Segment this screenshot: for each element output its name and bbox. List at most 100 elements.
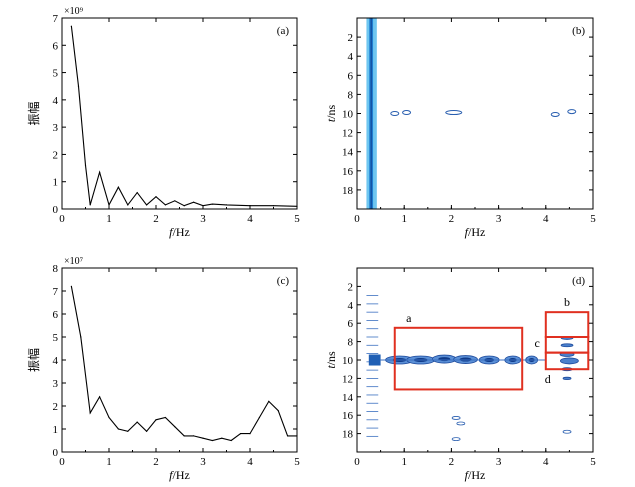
data-point xyxy=(249,433,251,435)
amplitude-line xyxy=(70,26,298,207)
data-point xyxy=(183,205,185,207)
x-tick-label: 2 xyxy=(449,213,455,225)
annotation-box-d xyxy=(544,351,590,371)
panel-label: (c) xyxy=(277,275,290,287)
y-tick-label: 4 xyxy=(348,300,354,312)
y-tick-label: 6 xyxy=(348,318,354,330)
x-tick-label: 4 xyxy=(543,456,549,468)
x-tick-label: 3 xyxy=(496,456,502,468)
y-axis-label-var: t xyxy=(324,118,338,122)
y-tick-label: 10 xyxy=(342,355,354,367)
y-tick-label: 10 xyxy=(342,109,354,121)
x-axis-label-var: f xyxy=(465,225,470,239)
x-tick-label: 1 xyxy=(106,213,112,225)
data-point xyxy=(296,435,298,437)
y-tick-label: 1 xyxy=(53,177,59,189)
x-tick-label: 2 xyxy=(153,456,159,468)
x-tick-label: 5 xyxy=(590,213,596,225)
plot-frame xyxy=(356,17,594,210)
data-point xyxy=(70,25,72,27)
data-point xyxy=(174,426,176,428)
y-tick-label: 3 xyxy=(53,378,59,390)
x-axis-label: f/Hz xyxy=(169,468,190,482)
y-tick-label: 6 xyxy=(53,40,59,52)
annotation-label-b: b xyxy=(564,295,570,309)
y-axis-label: 振幅 xyxy=(26,348,41,372)
contour-blob xyxy=(562,376,572,380)
data-point xyxy=(230,439,232,442)
x-axis-label: f/Hz xyxy=(465,225,486,239)
contour-blob xyxy=(560,343,574,348)
x-tick-label: 4 xyxy=(247,456,253,468)
data-point xyxy=(80,336,82,338)
y-tick-label: 8 xyxy=(348,337,354,349)
x-axis-label-unit: /Hz xyxy=(468,225,485,239)
x-tick-label: 3 xyxy=(496,213,502,225)
data-point xyxy=(155,196,157,198)
contour-blob xyxy=(368,354,381,366)
axis-exponent: ×10⁷ xyxy=(64,256,84,267)
y-tick-label: 16 xyxy=(342,410,354,422)
spectrogram xyxy=(366,18,577,209)
x-axis-label: f/Hz xyxy=(465,468,486,482)
data-point xyxy=(193,435,195,437)
y-tick-label: 1 xyxy=(53,424,59,436)
x-tick-label: 1 xyxy=(401,213,407,225)
y-axis-label: t/ns xyxy=(324,105,338,123)
x-axis-label-var: f xyxy=(169,468,174,482)
data-point xyxy=(117,186,119,188)
y-tick-label: 2 xyxy=(348,32,354,44)
low-freq-band-peak xyxy=(370,18,372,209)
data-point xyxy=(164,416,166,419)
y-tick-label: 18 xyxy=(342,429,354,441)
y-tick-label: 0 xyxy=(53,204,59,216)
y-tick-label: 5 xyxy=(53,68,59,80)
data-point xyxy=(136,421,138,423)
x-axis-label: f/Hz xyxy=(169,225,190,239)
data-point xyxy=(240,433,242,435)
contour-blob xyxy=(402,110,412,116)
x-axis-label-var: f xyxy=(465,468,470,482)
y-tick-label: 3 xyxy=(53,122,59,134)
amplitude-line xyxy=(70,286,297,442)
y-tick-label: 14 xyxy=(342,392,354,404)
contour-blob xyxy=(567,109,577,115)
x-tick-label: 4 xyxy=(543,213,549,225)
panel-a: 0 1 2 3 4 5 0 1 2 3 4 5 6 7 ×10⁹ (a) f/Hz 振幅 xyxy=(26,6,300,239)
x-axis-label-var: f xyxy=(169,225,174,239)
data-point xyxy=(211,439,213,442)
y-tick-label: 16 xyxy=(342,166,354,178)
contour-blob xyxy=(560,357,579,365)
panel-c: 0 1 2 3 4 5 0 1 2 3 4 5 6 7 8 ×10⁷ (c) f/Hz 振幅 xyxy=(26,256,300,482)
data-point xyxy=(70,285,72,287)
contour-blob xyxy=(456,421,466,426)
x-tick-label: 0 xyxy=(354,456,360,468)
y-tick-label: 4 xyxy=(53,355,59,367)
contour-blob xyxy=(562,429,572,434)
x-tick-label: 0 xyxy=(59,456,65,468)
y-tick-label: 2 xyxy=(53,401,59,413)
y-tick-label: 0 xyxy=(53,447,59,459)
y-tick-label: 8 xyxy=(348,89,354,101)
data-point xyxy=(296,205,298,207)
data-point xyxy=(127,204,129,206)
y-axis-label: 振幅 xyxy=(26,101,41,125)
y-tick-label: 7 xyxy=(53,13,59,25)
y-tick-label: 8 xyxy=(53,263,59,275)
data-point xyxy=(287,435,289,437)
y-tick-label: 14 xyxy=(342,147,354,159)
data-point xyxy=(84,164,87,166)
data-point xyxy=(193,201,195,203)
data-point xyxy=(225,204,228,206)
data-point xyxy=(99,396,101,398)
data-point xyxy=(146,204,148,206)
y-tick-label: 4 xyxy=(53,95,59,107)
y-tick-label: 12 xyxy=(342,373,353,385)
annotation-box-b xyxy=(544,311,590,339)
panel-label: (d) xyxy=(572,275,585,287)
y-tick-label: 5 xyxy=(53,332,59,344)
annotation-label-c: c xyxy=(534,336,539,350)
data-point xyxy=(99,171,101,173)
data-point xyxy=(117,428,119,430)
